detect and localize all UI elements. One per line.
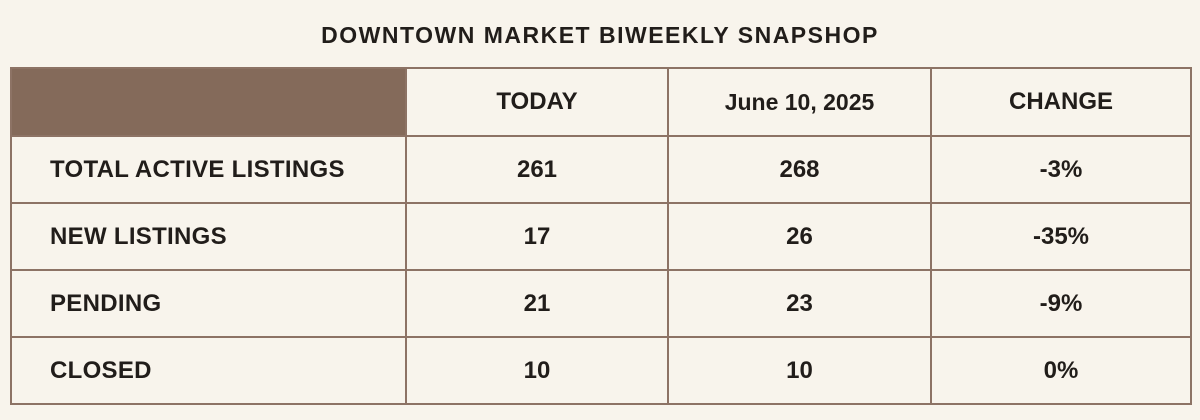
value-prior: 26 bbox=[667, 202, 932, 271]
header-row: TODAY June 10, 2025 CHANGE bbox=[10, 67, 1192, 137]
row-label: PENDING bbox=[10, 269, 407, 338]
column-header-prior-date: June 10, 2025 bbox=[667, 67, 932, 137]
value-today: 10 bbox=[405, 336, 669, 405]
table-row-closed: CLOSED 10 10 0% bbox=[10, 336, 1192, 405]
value-change: -35% bbox=[930, 202, 1192, 271]
corner-cell bbox=[10, 67, 407, 137]
value-change: 0% bbox=[930, 336, 1192, 405]
value-prior: 23 bbox=[667, 269, 932, 338]
value-today: 21 bbox=[405, 269, 669, 338]
page-title: DOWNTOWN MARKET BIWEEKLY SNAPSHOP bbox=[321, 22, 879, 48]
value-today: 261 bbox=[405, 135, 669, 204]
value-change: -9% bbox=[930, 269, 1192, 338]
column-header-today: TODAY bbox=[405, 67, 669, 137]
value-prior: 268 bbox=[667, 135, 932, 204]
table-row-pending: PENDING 21 23 -9% bbox=[10, 269, 1192, 338]
column-header-change: CHANGE bbox=[930, 67, 1192, 137]
value-today: 17 bbox=[405, 202, 669, 271]
value-prior: 10 bbox=[667, 336, 932, 405]
row-label: NEW LISTINGS bbox=[10, 202, 407, 271]
row-label: TOTAL ACTIVE LISTINGS bbox=[10, 135, 407, 204]
table-row-new-listings: NEW LISTINGS 17 26 -35% bbox=[10, 202, 1192, 271]
value-change: -3% bbox=[930, 135, 1192, 204]
market-snapshot-table: TODAY June 10, 2025 CHANGE TOTAL ACTIVE … bbox=[10, 67, 1192, 405]
row-label: CLOSED bbox=[10, 336, 407, 405]
table-row-total-active-listings: TOTAL ACTIVE LISTINGS 261 268 -3% bbox=[10, 135, 1192, 204]
